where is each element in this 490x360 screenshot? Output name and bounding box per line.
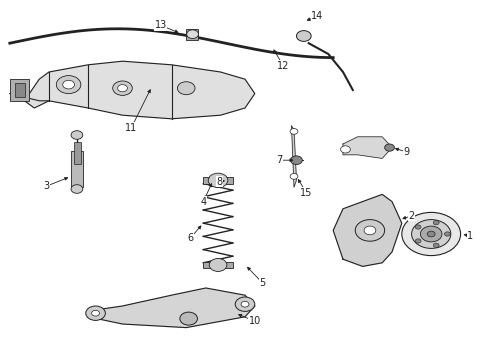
Circle shape: [180, 312, 197, 325]
Circle shape: [92, 310, 99, 316]
Polygon shape: [24, 61, 255, 119]
Circle shape: [291, 156, 302, 165]
Bar: [71, 151, 83, 187]
Circle shape: [209, 258, 227, 271]
Polygon shape: [292, 126, 296, 187]
Circle shape: [427, 231, 435, 237]
Circle shape: [118, 85, 127, 92]
Bar: [186, 29, 198, 40]
Text: 2: 2: [409, 211, 415, 221]
Circle shape: [86, 306, 105, 320]
Circle shape: [415, 225, 421, 229]
Polygon shape: [333, 194, 402, 266]
Text: 8: 8: [217, 177, 222, 187]
Text: 11: 11: [125, 123, 137, 133]
Circle shape: [290, 174, 298, 179]
Circle shape: [71, 131, 83, 139]
Bar: [10, 79, 29, 101]
Text: 10: 10: [249, 316, 261, 326]
Bar: [203, 262, 233, 268]
Text: 3: 3: [44, 181, 49, 191]
Circle shape: [355, 220, 385, 241]
Circle shape: [296, 31, 311, 41]
Polygon shape: [343, 137, 392, 158]
Circle shape: [341, 146, 350, 153]
Text: 13: 13: [155, 20, 167, 30]
Text: 4: 4: [200, 197, 206, 207]
Circle shape: [63, 80, 74, 89]
Bar: [74, 142, 81, 164]
Text: 7: 7: [276, 155, 282, 165]
Text: 15: 15: [300, 188, 313, 198]
Circle shape: [291, 158, 297, 163]
Circle shape: [420, 226, 442, 242]
Text: 12: 12: [277, 60, 290, 71]
Circle shape: [241, 301, 249, 307]
Bar: [15, 83, 24, 97]
Circle shape: [402, 212, 461, 256]
Bar: [203, 177, 233, 184]
Circle shape: [433, 221, 439, 225]
Circle shape: [433, 243, 439, 247]
Circle shape: [364, 226, 376, 235]
Polygon shape: [88, 288, 255, 328]
Circle shape: [187, 30, 198, 39]
Circle shape: [385, 144, 394, 151]
Circle shape: [113, 81, 132, 95]
Circle shape: [56, 76, 81, 94]
Circle shape: [71, 185, 83, 193]
Circle shape: [208, 173, 228, 188]
Circle shape: [177, 82, 195, 95]
Circle shape: [235, 297, 255, 311]
Text: 14: 14: [312, 11, 323, 21]
Text: 9: 9: [404, 147, 410, 157]
Text: 6: 6: [187, 233, 193, 243]
Circle shape: [290, 129, 298, 134]
Circle shape: [444, 232, 450, 236]
Circle shape: [412, 220, 451, 248]
Text: 5: 5: [259, 278, 265, 288]
Text: 1: 1: [467, 231, 473, 241]
Circle shape: [415, 239, 421, 243]
